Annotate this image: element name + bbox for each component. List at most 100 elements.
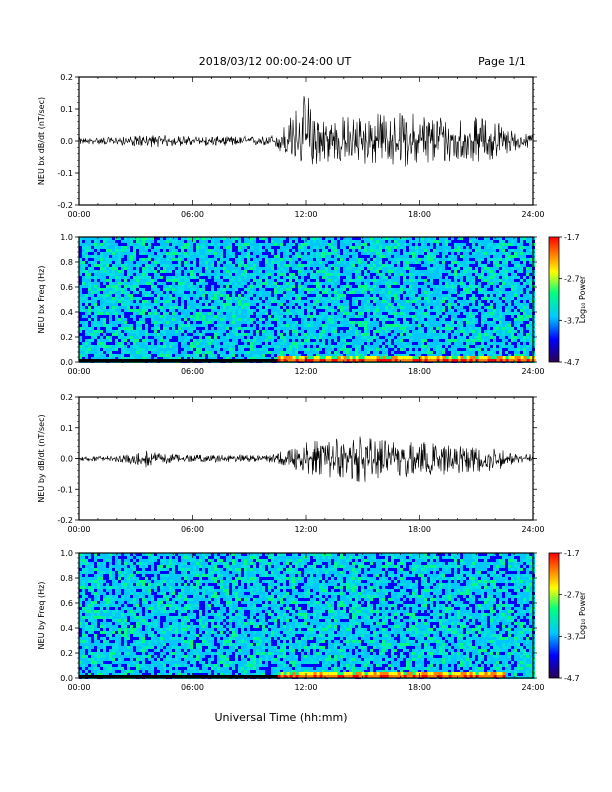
spectrogram-cell [376,306,379,309]
spectrogram-cell [115,312,118,315]
spectrogram-cell [199,318,202,321]
spectrogram-cell [202,339,205,342]
spectrogram-cell [256,276,259,279]
spectrogram-cell [307,315,310,318]
spectrogram-cell [403,342,406,345]
spectrogram-cell [361,297,364,300]
spectrogram-cell [121,345,124,348]
spectrogram-cell [142,339,145,342]
spectrogram-cell [91,291,94,294]
spectrogram-cell [121,339,124,342]
spectrogram-cell [274,276,277,279]
spectrogram-cell [112,279,115,282]
spectrogram-cell [91,351,94,354]
spectrogram-cell [193,312,196,315]
spectrogram-cell [328,321,331,324]
spectrogram-cell [253,336,256,339]
spectrogram-cell [97,306,100,309]
spectrogram-cell [235,309,238,312]
spectrogram-cell [172,261,175,264]
spectrogram-cell [175,261,178,264]
spectrogram-cell [235,324,238,327]
spectrogram-cell [343,279,346,282]
spectrogram-cell [376,291,379,294]
spectrogram-cell [382,345,385,348]
spectrogram-cell [217,240,220,243]
spectrogram-cell [316,258,319,261]
spectrogram-cell [391,333,394,336]
spectrogram-cell [148,333,151,336]
spectrogram-cell [184,336,187,339]
spectrogram-cell [421,294,424,297]
spectrogram-cell [325,264,328,267]
spectrogram-cell [262,309,265,312]
spectrogram-cell [424,276,427,279]
spectrogram-cell [358,348,361,351]
spectrogram-cell [187,282,190,285]
spectrogram-cell [319,276,322,279]
spectrogram-cell [292,324,295,327]
spectrogram-cell [325,297,328,300]
spectrogram-cell [274,258,277,261]
spectrogram-cell [319,306,322,309]
spectrogram-cell [199,351,202,354]
spectrogram-cell [403,351,406,354]
spectrogram-cell [319,294,322,297]
spectrogram-cell [208,282,211,285]
spectrogram-cell [133,249,136,252]
spectrogram-cell [109,339,112,342]
spectrogram-cell [397,288,400,291]
spectrogram-cell [271,261,274,264]
spectrogram-cell [175,279,178,282]
spectrogram-cell [85,348,88,351]
spectrogram-cell [370,330,373,333]
spectrogram-cell [133,246,136,249]
spectrogram-cell [319,264,322,267]
spectrogram-cell [181,243,184,246]
spectrogram-cell [226,315,229,318]
spectrogram-cell [283,246,286,249]
spectrogram-cell [172,306,175,309]
spectrogram-cell [289,345,292,348]
spectrogram-cell [271,309,274,312]
spectrogram-cell [355,276,358,279]
spectrogram-cell [109,330,112,333]
spectrogram-cell [247,351,250,354]
spectrogram-cell [259,249,262,252]
spectrogram-cell [133,291,136,294]
spectrogram-cell [301,276,304,279]
spectrogram-cell [424,321,427,324]
spectrogram-cell [418,270,421,273]
spectrogram-cell [403,333,406,336]
spectrogram-cell [100,270,103,273]
spectrogram-cell [196,354,199,357]
spectrogram-cell [304,294,307,297]
spectrogram-cell [427,252,430,255]
spectrogram-cell [253,261,256,264]
spectrogram-cell [202,333,205,336]
spectrogram-cell [139,315,142,318]
spectrogram-cell [112,285,115,288]
spectrogram-cell [379,291,382,294]
spectrogram-cell [286,348,289,351]
spectrogram-cell [190,255,193,258]
spectrogram-cell [280,267,283,270]
spectrogram-cell [358,282,361,285]
spectrogram-cell [385,270,388,273]
spectrogram-cell [106,270,109,273]
spectrogram-cell [298,321,301,324]
spectrogram-cell [199,243,202,246]
spectrogram-cell [205,291,208,294]
spectrogram-cell [289,264,292,267]
spectrogram-cell [304,297,307,300]
spectrogram-cell [376,351,379,354]
spectrogram-cell [82,318,85,321]
spectrogram-cell [166,249,169,252]
spectrogram-cell [157,351,160,354]
spectrogram-cell [256,327,259,330]
spectrogram-cell [274,240,277,243]
spectrogram-cell [346,345,349,348]
spectrogram-cell [319,351,322,354]
spectrogram-cell [313,327,316,330]
spectrogram-cell [292,351,295,354]
